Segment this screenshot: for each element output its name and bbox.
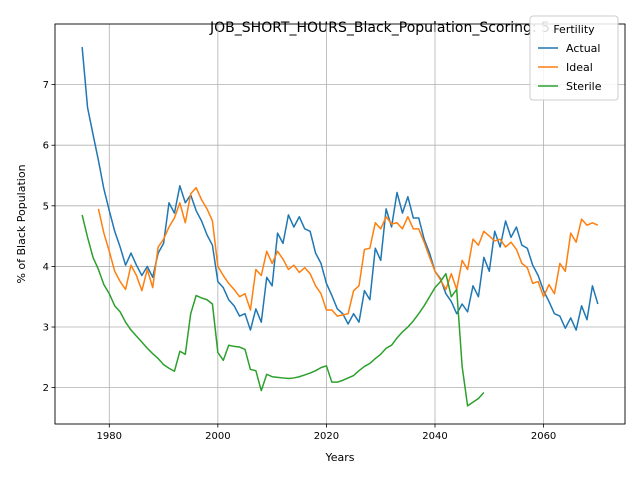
y-tick-label: 2 [43,383,49,394]
x-tick-label: 1980 [97,431,122,442]
y-tick-label: 3 [43,323,49,334]
y-tick-label: 5 [43,201,49,212]
y-tick-label: 7 [43,80,49,91]
legend-label-ideal: Ideal [566,61,593,74]
chart-title: JOB_SHORT_HOURS_Black_Population_Scoring… [209,20,550,36]
x-axis-title: Years [324,451,354,464]
x-tick-label: 2040 [422,431,447,442]
legend-label-actual: Actual [566,42,600,55]
legend-title: Fertility [553,23,595,36]
series-line-actual [82,47,598,330]
series-line-ideal [98,188,597,316]
y-tick-label: 4 [43,262,49,273]
x-tick-label: 2020 [314,431,339,442]
series-lines [82,47,598,406]
legend: Fertility Actual Ideal Sterile [530,16,618,100]
legend-label-sterile: Sterile [566,80,602,93]
y-axis-title: % of Black Population [15,164,28,283]
x-tick-label: 2060 [531,431,556,442]
x-tick-label: 2000 [205,431,230,442]
y-tick-label: 6 [43,141,49,152]
